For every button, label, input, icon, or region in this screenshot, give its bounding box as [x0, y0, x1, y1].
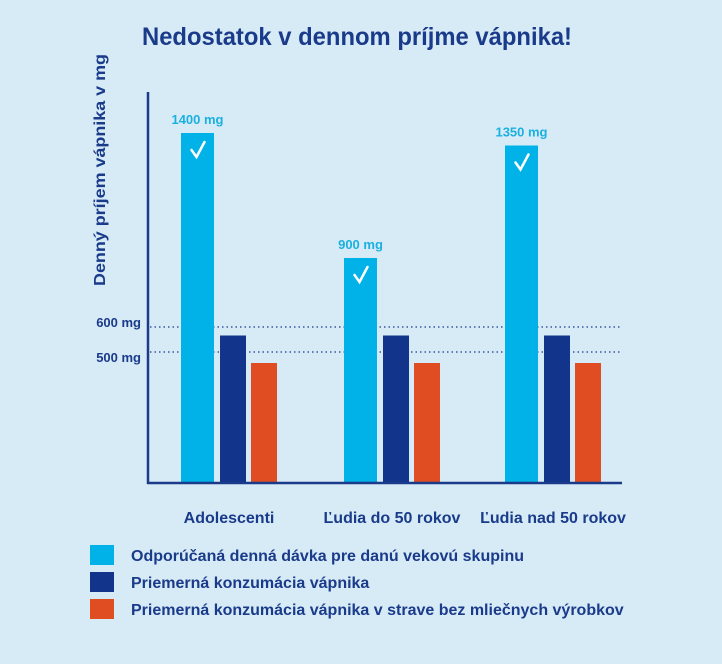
bar — [383, 335, 409, 483]
bar — [251, 363, 277, 483]
bar-value-label: 1350 mg — [495, 125, 547, 140]
bar — [544, 335, 570, 483]
legend-label: Priemerná konzumácia vápnika — [131, 575, 369, 592]
check-icon — [353, 265, 369, 285]
bar — [220, 335, 246, 483]
check-icon — [514, 153, 530, 172]
x-tick-label: Ľudia nad 50 rokov — [480, 510, 626, 527]
legend-label: Odporúčaná denná dávka pre danú vekovú s… — [131, 548, 524, 565]
y-axis-label: Denný príjem vápnika v mg — [92, 54, 109, 286]
legend-swatch — [90, 599, 114, 619]
legend-swatch — [90, 545, 114, 565]
bar — [344, 258, 377, 483]
x-tick-label: Adolescenti — [184, 510, 275, 527]
bar — [181, 133, 214, 483]
chart-title: Nedostatok v dennom príjme vápnika! — [142, 23, 572, 51]
bar — [575, 363, 601, 483]
bar — [414, 363, 440, 483]
reference-label: 600 mg — [96, 315, 141, 330]
bar-value-label: 1400 mg — [171, 112, 223, 127]
legend-label: Priemerná konzumácia vápnika v strave be… — [131, 602, 624, 619]
bar-value-label: 900 mg — [338, 237, 383, 252]
legend-swatch — [90, 572, 114, 592]
bar — [505, 145, 538, 483]
x-tick-label: Ľudia do 50 rokov — [324, 510, 461, 527]
check-icon — [190, 140, 206, 160]
reference-label: 500 mg — [96, 350, 141, 365]
